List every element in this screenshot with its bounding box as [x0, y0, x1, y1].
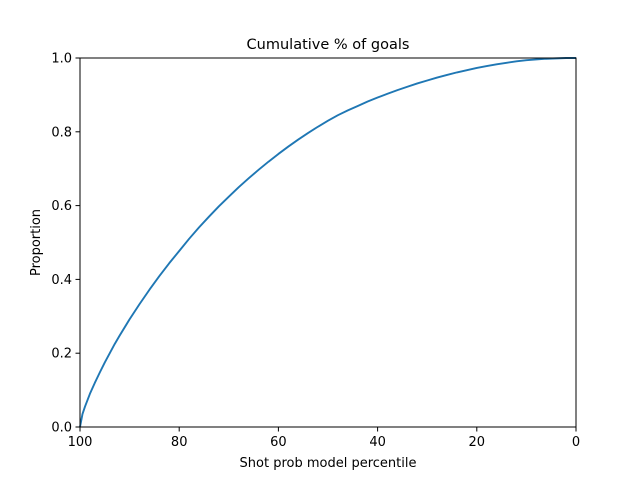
chart-title: Cumulative % of goals	[247, 37, 410, 53]
x-axis-label: Shot prob model percentile	[240, 456, 417, 471]
series-line-1	[79, 57, 576, 428]
y-tick-label: 0.0	[51, 421, 72, 436]
y-tick-label: 0.2	[51, 347, 72, 362]
y-axis: 0.0 0.2 0.4 0.6 0.8 1.0	[51, 52, 80, 436]
y-tick-label: 0.6	[51, 199, 72, 214]
plot-area	[79, 57, 576, 428]
y-tick-label: 0.8	[51, 125, 72, 140]
x-tick-label: 80	[171, 435, 188, 450]
x-axis: 100 80 60 40 20 0	[68, 427, 580, 450]
x-tick-label: 100	[68, 435, 93, 450]
x-tick-label: 20	[469, 435, 486, 450]
plot-frame	[79, 57, 577, 428]
y-tick-label: 1.0	[51, 52, 72, 67]
y-axis-label: Proportion	[29, 209, 44, 276]
x-tick-label: 40	[369, 435, 386, 450]
x-tick-label: 0	[572, 435, 580, 450]
y-tick-label: 0.4	[51, 273, 72, 288]
x-tick-label: 60	[270, 435, 287, 450]
